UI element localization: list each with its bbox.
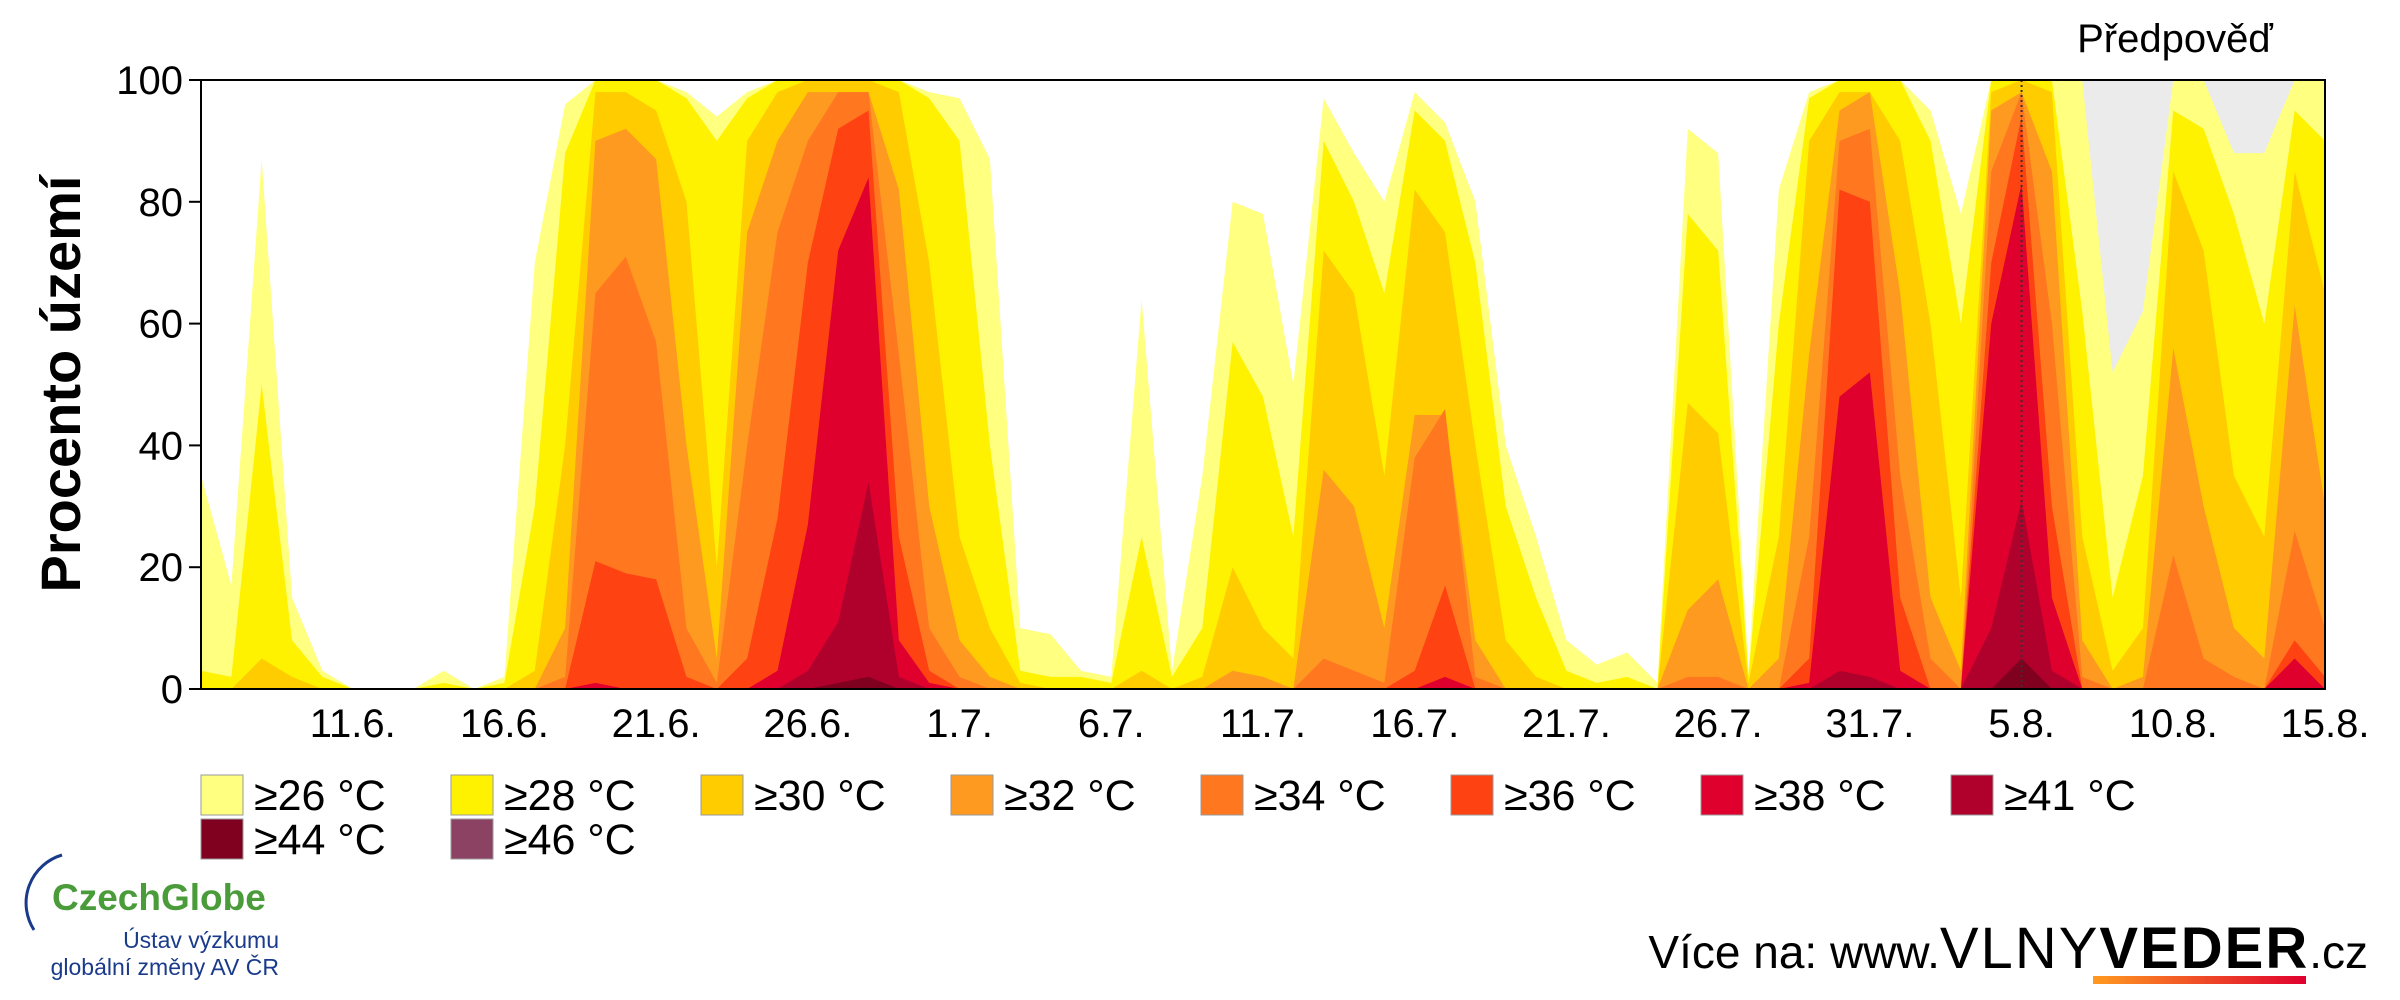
y-axis-label: Procento území <box>29 173 92 592</box>
legend-swatch <box>1450 774 1494 816</box>
x-tick-label: 11.7. <box>1220 702 1306 746</box>
x-tick-label: 31.7. <box>1825 702 1914 746</box>
logo-line: Ústav výzkumu <box>123 927 279 953</box>
legend-label: ≥26 °C <box>254 772 386 820</box>
legend-swatch <box>450 774 494 816</box>
logo-name: CzechGlobe <box>52 877 266 918</box>
y-tick-label: 40 <box>139 424 184 468</box>
x-tick-label: 5.8. <box>1988 702 2055 746</box>
x-tick-label: 10.8. <box>2129 702 2218 746</box>
legend-swatch <box>200 818 244 860</box>
legend: ≥26 °C ≥28 °C ≥30 °C ≥32 °C ≥34 °C ≥36 °C ≥38 … <box>200 772 2136 864</box>
legend-label: ≥30 °C <box>754 772 886 820</box>
legend-swatch <box>1950 774 1994 816</box>
logo-arc <box>24 853 63 931</box>
x-tick-label: 11.6. <box>310 702 396 746</box>
x-tick-label: 21.6. <box>612 702 701 746</box>
legend-swatch <box>1200 774 1244 816</box>
legend-swatch <box>700 774 744 816</box>
y-tick-label: 100 <box>116 59 183 103</box>
legend-label: ≥32 °C <box>1004 772 1136 820</box>
legend-label: ≥44 °C <box>254 816 386 864</box>
y-tick-label: 60 <box>139 303 184 347</box>
legend-label: ≥34 °C <box>1254 772 1386 820</box>
x-tick-label: 21.7. <box>1522 702 1611 746</box>
x-tick-label: 6.7. <box>1078 702 1145 746</box>
legend-label: ≥28 °C <box>504 772 636 820</box>
legend-swatch <box>1700 774 1744 816</box>
logo-line: globální změny AV ČR <box>51 953 279 980</box>
footer-part: VEDER <box>2099 916 2309 981</box>
area <box>201 92 2325 690</box>
legend-swatch <box>450 818 494 860</box>
legend-swatch <box>950 774 994 816</box>
y-tick-label: 80 <box>139 181 184 225</box>
x-tick-label: 26.6. <box>763 702 852 746</box>
x-tick-label: 1.7. <box>926 702 993 746</box>
legend-label: ≥38 °C <box>1754 772 1886 820</box>
legend-label: ≥46 °C <box>504 816 636 864</box>
x-tick-label: 16.7. <box>1370 702 1459 746</box>
areas <box>201 80 2325 690</box>
x-tick-label: 26.7. <box>1674 702 1763 746</box>
area <box>201 92 2325 690</box>
footer-prefix: Více na: www. <box>1648 926 1939 978</box>
x-tick-label: 15.8. <box>2281 702 2370 746</box>
legend-swatch <box>200 774 244 816</box>
plot-frame <box>200 79 2326 690</box>
legend-label: ≥41 °C <box>2004 772 2136 820</box>
footer-part: VLNY <box>1940 916 2100 981</box>
legend-label: ≥36 °C <box>1504 772 1636 820</box>
y-tick-label: 20 <box>139 546 184 590</box>
footer-suffix: .cz <box>2309 926 2368 978</box>
y-tick-label: 0 <box>161 668 183 712</box>
axes: 0 20 40 60 80 100 11.6. 16.6. 21.6. 26.6. 1.7. 6.7.… <box>116 59 2369 746</box>
forecast-label: Předpověď <box>2077 17 2273 61</box>
footer-underline <box>2093 976 2306 984</box>
x-tick-label: 16.6. <box>460 702 549 746</box>
footer: Více na: www.VLNYVEDER.cz <box>1648 916 2368 981</box>
